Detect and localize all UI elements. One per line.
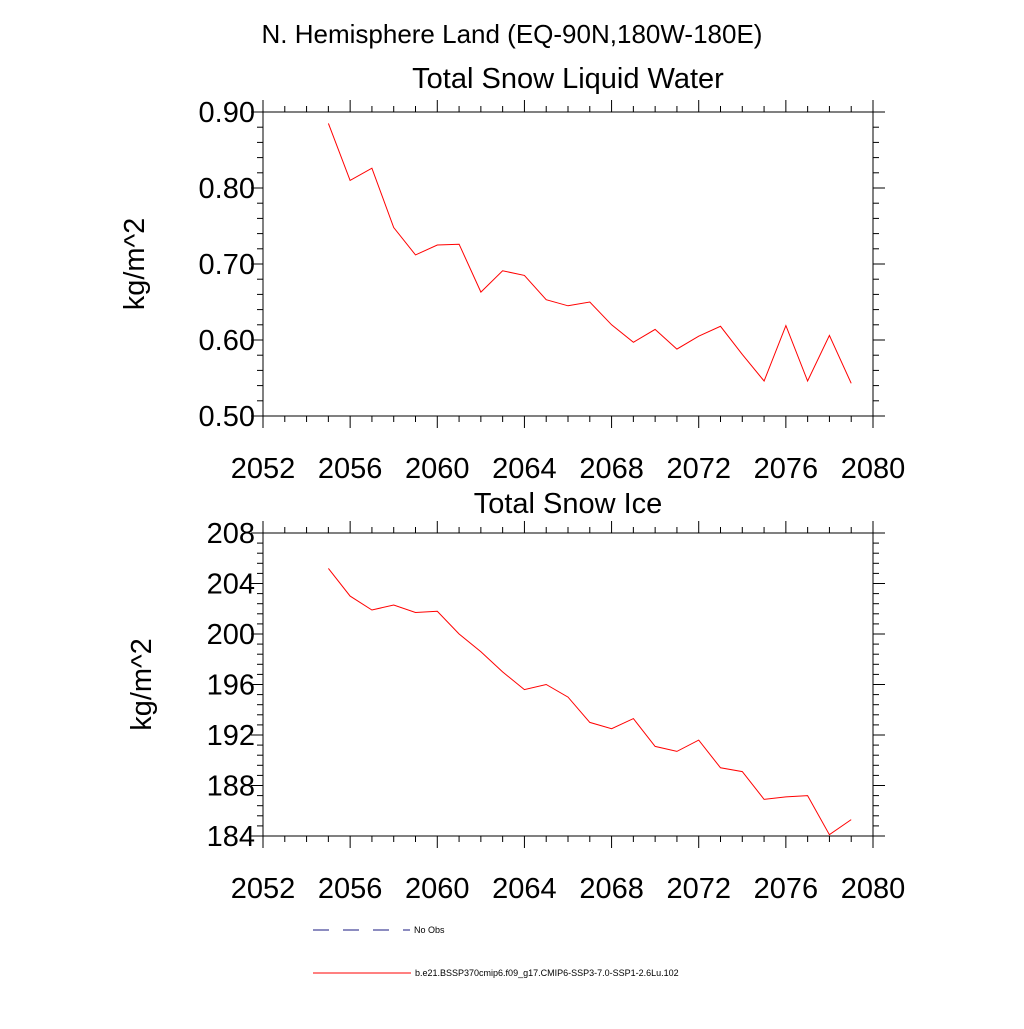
series-line — [328, 568, 852, 836]
y-tick-label: 0.80 — [199, 173, 255, 205]
x-tick-label: 2064 — [492, 873, 557, 905]
chart-panel-snow-ice: Total Snow Ice kg/m^2 2052 2056 2060 2064 2068… — [126, 488, 905, 905]
series-line — [327, 123, 852, 384]
y-tick-label: 0.70 — [199, 249, 255, 281]
x-tick-label: 2080 — [841, 873, 906, 905]
y-tick-label: 184 — [207, 821, 255, 853]
chart-title: Total Snow Ice — [474, 488, 663, 520]
legend-label: b.e21.BSSP370cmip6.f09_g17.CMIP6-SSP3-7.… — [415, 968, 679, 978]
y-tick-label: 0.90 — [199, 97, 255, 129]
x-tick-label: 2076 — [754, 453, 819, 485]
x-tick-label: 2056 — [318, 873, 383, 905]
x-tick-label: 2056 — [318, 453, 383, 485]
y-tick-label: 0.60 — [199, 325, 255, 357]
y-tick-label: 200 — [207, 619, 255, 651]
x-tick-label: 2060 — [405, 873, 470, 905]
y-axis-label: kg/m^2 — [119, 218, 151, 311]
x-tick-label: 2072 — [666, 873, 731, 905]
x-tick-label: 2072 — [666, 453, 731, 485]
y-axis-label: kg/m^2 — [126, 638, 158, 731]
chart-panel-snow-liquid-water: Total Snow Liquid Water kg/m^2 2052 2056 206… — [119, 63, 905, 485]
x-tick-label: 2052 — [231, 453, 296, 485]
x-tick-label: 2052 — [231, 873, 296, 905]
plot-frame — [262, 111, 874, 417]
y-tick-label: 188 — [207, 771, 255, 803]
y-tick-label: 204 — [207, 569, 255, 601]
y-tick-label: 192 — [207, 720, 255, 752]
x-tick-label: 2080 — [841, 453, 906, 485]
y-tick-label: 196 — [207, 670, 255, 702]
y-tick-label: 0.50 — [199, 401, 255, 433]
x-tick-label: 2076 — [754, 873, 819, 905]
x-tick-label: 2068 — [579, 873, 644, 905]
x-tick-label: 2068 — [579, 453, 644, 485]
y-tick-label: 208 — [207, 518, 255, 550]
legend: No Obs b.e21.BSSP370cmip6.f09_g17.CMIP6-S… — [313, 925, 679, 978]
x-tick-label: 2060 — [405, 453, 470, 485]
chart-title: Total Snow Liquid Water — [412, 63, 724, 95]
x-tick-label: 2064 — [492, 453, 557, 485]
plot-frame — [262, 532, 874, 837]
figure-suptitle: N. Hemisphere Land (EQ-90N,180W-180E) — [262, 19, 763, 49]
legend-label: No Obs — [414, 925, 445, 935]
